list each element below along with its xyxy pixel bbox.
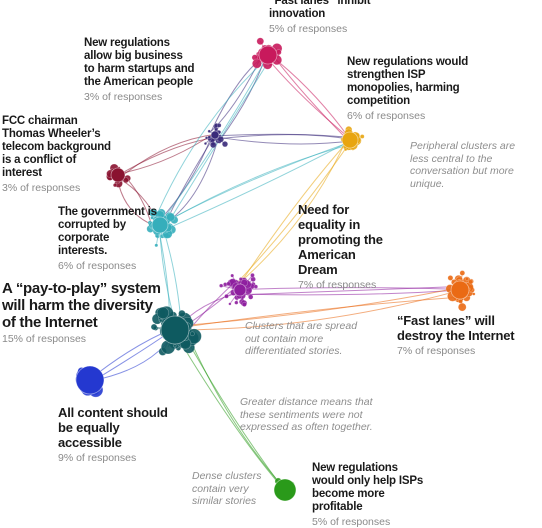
label-isps-profitable: New regulations would only help ISPs bec… <box>312 462 432 528</box>
label-pct: 3% of responses <box>84 91 196 103</box>
cluster-orange <box>446 271 475 312</box>
label-regulations-harm-startups: New regulations allow big business to ha… <box>84 37 196 103</box>
edge-magenta-gold <box>269 55 351 142</box>
cluster-node <box>460 271 465 276</box>
cluster-node <box>254 285 258 289</box>
edge-maroon-navy <box>120 134 215 177</box>
label-pct: 7% of responses <box>298 279 398 291</box>
cluster-node <box>250 273 254 277</box>
cluster-node <box>190 332 194 336</box>
label-need-equality: Need for equality in promoting the Ameri… <box>298 202 398 291</box>
cluster-node <box>225 294 229 298</box>
cluster-node <box>459 299 463 303</box>
label-title: “Fast lanes” will destroy the Internet <box>397 313 542 343</box>
label-pct: 6% of responses <box>347 110 472 122</box>
cluster-hub <box>234 284 246 296</box>
edge-teal_light-navy <box>158 134 212 222</box>
label-pct: 5% of responses <box>312 516 432 528</box>
cluster-node <box>113 183 117 187</box>
cluster-node <box>166 213 174 221</box>
cluster-node <box>173 344 176 347</box>
cluster-node <box>465 277 468 280</box>
cluster-node <box>231 274 234 277</box>
label-title: A “pay-to-play” system will harm the div… <box>2 280 167 331</box>
label-title: The government is corrupted by corporate… <box>58 206 158 258</box>
label-fast-lanes-inhibit: “Fast lanes” inhibit innovation 5% of re… <box>269 0 419 35</box>
cluster-node <box>468 280 472 284</box>
label-pay-to-play: A “pay-to-play” system will harm the div… <box>2 280 167 345</box>
annotation-peripheral: Peripheral clusters are less central to … <box>410 140 528 190</box>
label-pct: 5% of responses <box>269 23 419 35</box>
cluster-node <box>344 148 347 151</box>
cluster-node <box>205 137 208 140</box>
label-pct: 6% of responses <box>58 260 158 272</box>
cluster-node <box>219 284 223 288</box>
cluster-node <box>235 301 239 305</box>
cluster-node <box>242 302 246 306</box>
edge-navy-gold <box>220 138 352 144</box>
label-title: Need for equality in promoting the Ameri… <box>298 202 398 277</box>
cluster-node <box>217 123 221 127</box>
cluster-node <box>210 142 216 148</box>
cluster-hub <box>274 479 296 501</box>
cluster-hub <box>76 366 104 394</box>
cluster-node <box>229 303 232 306</box>
cluster-node <box>257 38 264 45</box>
cluster-node <box>227 282 231 286</box>
label-title: New regulations would only help ISPs bec… <box>312 462 432 514</box>
cluster-green <box>274 478 296 501</box>
annotation-distance: Greater distance means that these sentim… <box>240 396 390 434</box>
cluster-hub <box>211 131 219 139</box>
edge-maroon-navy <box>118 137 220 176</box>
label-pct: 3% of responses <box>2 182 112 194</box>
label-title: FCC chairman Thomas Wheeler’s telecom ba… <box>2 115 112 180</box>
cluster-node <box>458 303 466 311</box>
cluster-magenta <box>252 38 282 69</box>
label-destroy-internet: “Fast lanes” will destroy the Internet 7… <box>397 313 542 357</box>
cluster-hub <box>342 132 358 148</box>
label-pct: 15% of responses <box>2 333 167 345</box>
cluster-node <box>248 295 253 300</box>
cluster-node <box>204 142 207 145</box>
cluster-hub <box>111 168 125 182</box>
cluster-node <box>222 141 228 147</box>
label-fcc-chairman: FCC chairman Thomas Wheeler’s telecom ba… <box>2 115 112 194</box>
label-equally-accessible: All content should be equally accessible… <box>58 405 183 464</box>
annotation-dense: Dense clusters contain very similar stor… <box>192 470 277 508</box>
label-government-corrupted: The government is corrupted by corporate… <box>58 206 158 272</box>
label-pct: 9% of responses <box>58 452 183 464</box>
label-pct: 7% of responses <box>397 345 542 357</box>
cluster-purple <box>219 273 257 306</box>
cluster-blue <box>76 366 104 397</box>
cluster-node <box>208 130 211 133</box>
label-title: All content should be equally accessible <box>58 405 183 450</box>
annotation-spread: Clusters that are spread out contain mor… <box>245 320 370 358</box>
cluster-gold <box>341 126 364 151</box>
label-strengthen-monopolies: New regulations would strengthen ISP mon… <box>347 56 472 122</box>
label-title: “Fast lanes” inhibit innovation <box>269 0 419 21</box>
cluster-hub <box>259 46 277 64</box>
label-title: New regulations allow big business to ha… <box>84 37 196 89</box>
cluster-node <box>252 59 261 68</box>
cluster-node <box>178 310 185 317</box>
label-title: New regulations would strengthen ISP mon… <box>347 56 472 108</box>
cluster-hub <box>451 281 469 299</box>
cluster-node <box>208 136 211 139</box>
